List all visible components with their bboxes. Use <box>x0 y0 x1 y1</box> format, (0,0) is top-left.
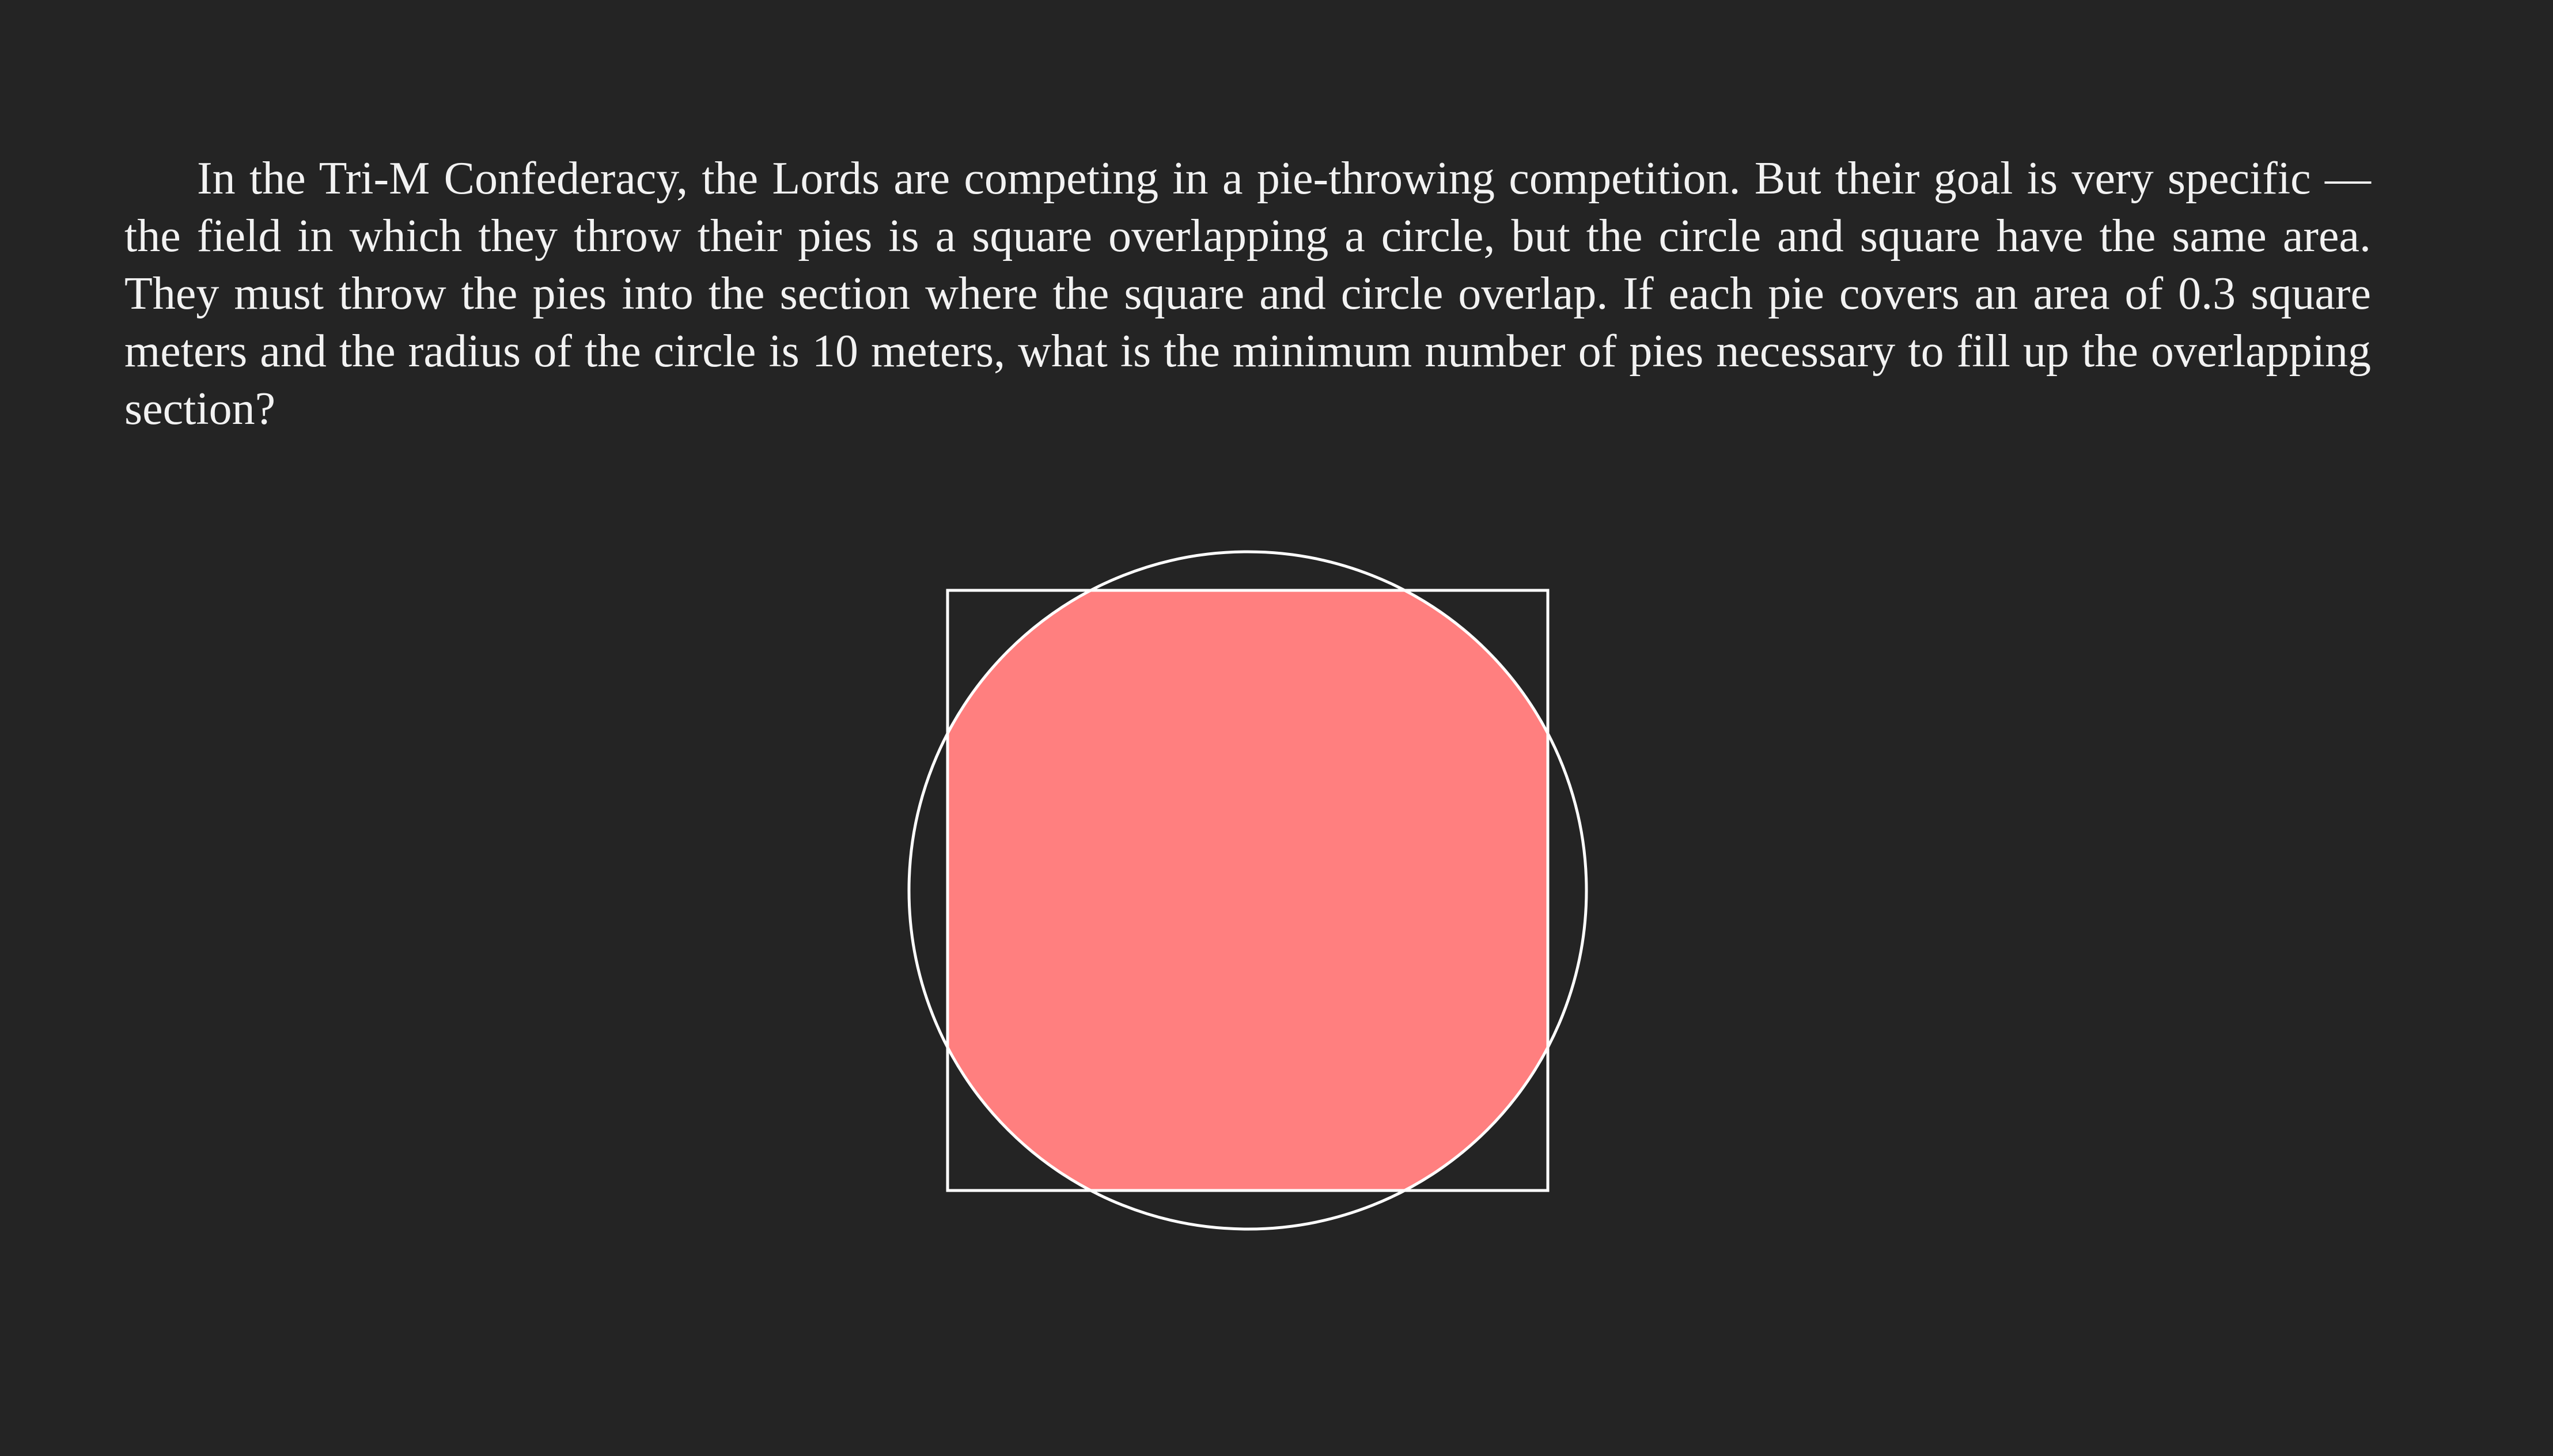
circle-outline <box>907 550 1588 1231</box>
square-outline <box>946 589 1550 1192</box>
problem-statement: In the Tri-M Confederacy, the Lords are … <box>124 153 2371 434</box>
overlap-region <box>948 590 1548 1190</box>
